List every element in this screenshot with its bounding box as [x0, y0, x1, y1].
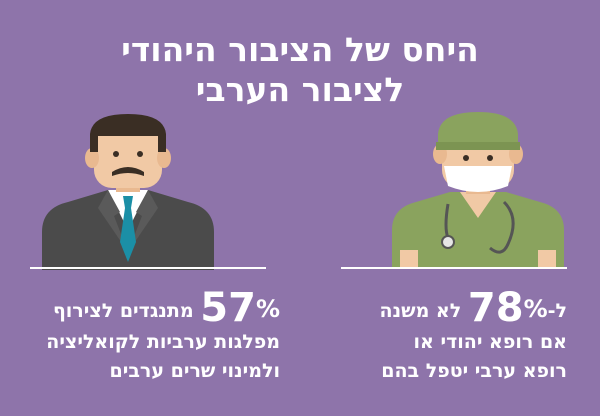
stat-doctor-prefix: ל-	[547, 300, 567, 322]
stat-politics-line-3: ולמינוי שרים ערבים	[109, 360, 281, 382]
stat-doctor-line-1: ל- 78% לא משנה	[317, 285, 568, 331]
right-divider	[341, 267, 567, 269]
headline-line-2: לציבור הערבי	[195, 70, 405, 109]
stat-doctor-text-1: לא משנה	[379, 300, 462, 322]
politician-icon	[28, 112, 228, 270]
stat-politics-text-1: מתנגדים לצירוף	[52, 300, 194, 322]
stat-politics: 57% מתנגדים לצירוף מפלגות ערביות לקואליצ…	[0, 288, 280, 386]
doctor-icon	[378, 108, 578, 270]
stat-doctor-percent: %	[523, 295, 548, 323]
stat-doctor-value: 78	[467, 285, 524, 331]
left-divider	[30, 267, 266, 269]
stat-doctor-line-2: אם רופא יהודי או	[413, 331, 567, 353]
stat-politics-line-1: 57% מתנגדים לצירוף	[0, 288, 280, 328]
stat-doctor-line-3: רופא ערבי יטפל בהם	[381, 360, 567, 382]
stat-politics-line-2: מפלגות ערביות לקואליציה	[46, 331, 280, 353]
stat-doctor: ל- 78% לא משנה אם רופא יהודי או רופא ערבי…	[317, 285, 568, 386]
stat-politics-value: 57	[200, 285, 256, 331]
headline-line-1: היחס של הציבור היהודי	[121, 30, 479, 69]
headline: היחס של הציבור היהודי לציבור הערבי	[0, 30, 600, 110]
stat-politics-percent: %	[255, 295, 280, 323]
